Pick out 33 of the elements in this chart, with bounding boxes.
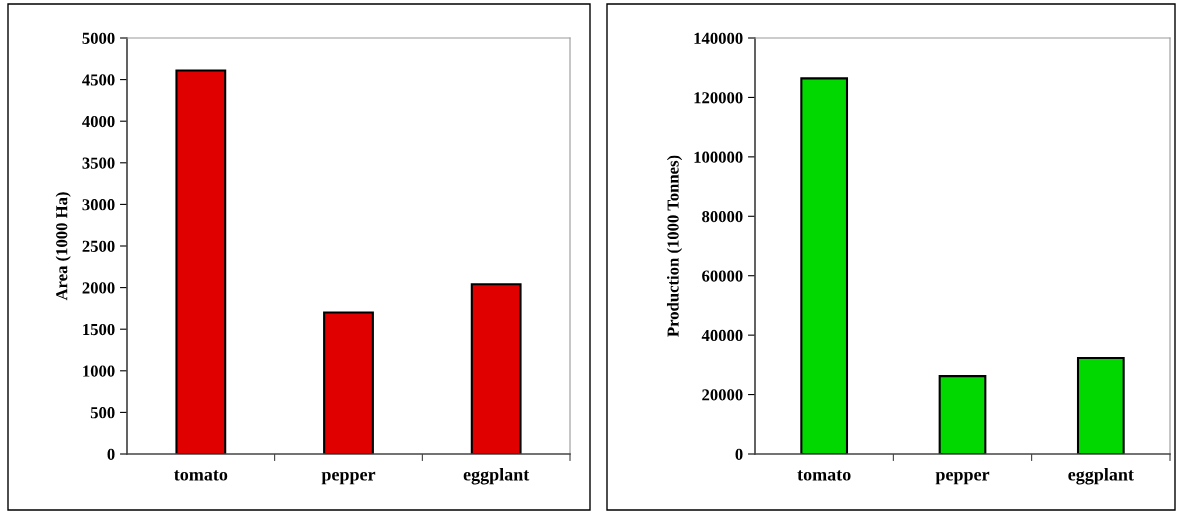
x-tick-label: pepper xyxy=(935,471,990,485)
y-tick-label: 40000 xyxy=(701,329,743,342)
y-tick-label: 5000 xyxy=(82,32,115,44)
x-tick-label: pepper xyxy=(321,471,376,485)
bar xyxy=(323,311,374,454)
y-tick-label: 80000 xyxy=(702,210,743,223)
y-tick-label: 120000 xyxy=(694,92,743,104)
y-tick-label: 4000 xyxy=(82,115,115,128)
y-tick-label: 20000 xyxy=(702,389,743,401)
bar xyxy=(470,283,522,454)
bar xyxy=(938,375,987,454)
y-tick-label: 0 xyxy=(735,448,743,460)
y-axis-title: Production (1000 Tonnes) xyxy=(666,155,683,337)
bar xyxy=(800,77,849,454)
y-axis-title: Area (1000 Ha) xyxy=(55,192,71,301)
x-tick-label: eggplant xyxy=(463,467,530,485)
y-tick-label: 1500 xyxy=(83,323,115,336)
y-tick-label: 140000 xyxy=(694,32,743,44)
y-tick-label: 4500 xyxy=(82,74,115,86)
bar xyxy=(175,69,227,454)
x-tick-label: tomato xyxy=(174,470,228,481)
y-tick-label: 3500 xyxy=(82,157,115,169)
y-tick-label: 60000 xyxy=(702,270,743,282)
y-tick-label: 2500 xyxy=(82,240,115,252)
bar xyxy=(1076,356,1125,454)
x-tick-label: tomato xyxy=(797,470,851,481)
y-tick-label: 2000 xyxy=(82,282,115,294)
y-tick-label: 100000 xyxy=(694,151,743,163)
y-tick-label: 3000 xyxy=(82,199,115,211)
x-tick-label: eggplant xyxy=(1068,467,1134,485)
y-tick-label: 500 xyxy=(90,407,115,419)
y-tick-label: 0 xyxy=(107,448,115,460)
y-tick-label: 1000 xyxy=(83,365,115,377)
